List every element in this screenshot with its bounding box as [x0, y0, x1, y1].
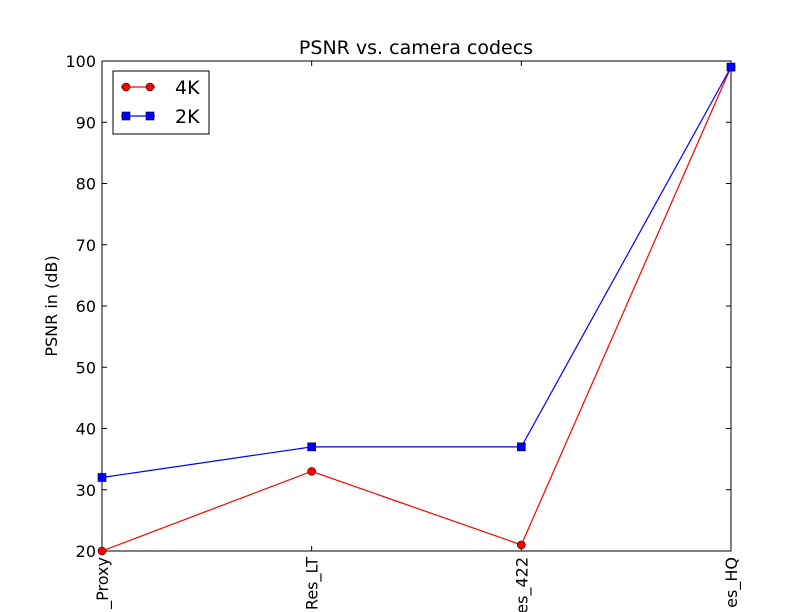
y-tick-label: 100 [65, 52, 96, 71]
data-point-2k [726, 62, 736, 72]
data-point-2k [97, 473, 107, 482]
legend-marker-2k [145, 111, 155, 121]
y-tick-label: 80 [76, 175, 96, 194]
x-axis: _Proxy Res_LT es_422 es_HQ [93, 61, 742, 612]
y-axis: 20 30 40 50 60 70 80 90 100 [65, 52, 731, 561]
x-tick-label: _Proxy [93, 557, 113, 610]
x-tick-label: Res_LT [303, 557, 323, 610]
y-tick-label: 20 [76, 542, 96, 561]
y-tick-label: 40 [76, 420, 96, 439]
y-tick-label: 90 [76, 113, 96, 132]
y-tick-label: 50 [76, 358, 96, 377]
legend-marker-2k [121, 111, 131, 121]
legend: 4K 2K [112, 70, 210, 135]
data-point-2k [517, 442, 526, 452]
legend-label-4k: 4K [175, 77, 200, 99]
y-tick-label: 70 [76, 236, 96, 255]
y-tick-label: 30 [76, 481, 96, 500]
x-tick-label: es_HQ [722, 557, 742, 608]
legend-label-2k: 2K [175, 106, 200, 128]
legend-marker-4k [145, 82, 155, 92]
data-point-4k [307, 467, 316, 476]
data-point-4k [517, 540, 526, 550]
series-layer [97, 62, 736, 556]
x-tick-label: es_422 [512, 557, 532, 612]
legend-box [112, 70, 210, 135]
chart-title: PSNR vs. camera codecs [299, 37, 533, 59]
legend-marker-4k [121, 82, 131, 92]
y-axis-label: PSNR in (dB) [42, 255, 61, 356]
data-point-2k [307, 442, 316, 452]
y-tick-label: 60 [76, 297, 96, 316]
data-point-4k [97, 546, 107, 556]
series-line-2k [101, 66, 732, 479]
series-line-4k [101, 66, 732, 552]
